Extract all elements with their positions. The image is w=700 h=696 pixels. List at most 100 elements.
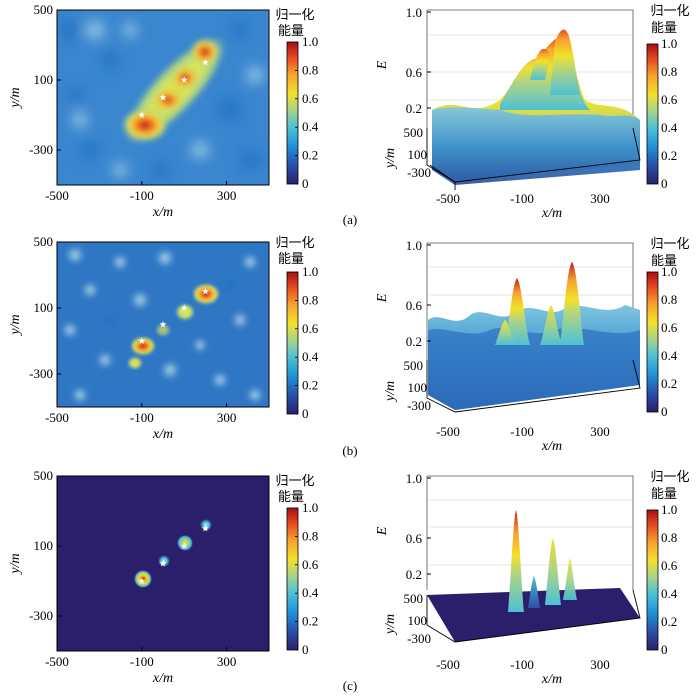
- x-tick-label: -100: [130, 410, 154, 425]
- source-star-marker: [159, 320, 167, 328]
- source-star-marker: [159, 93, 167, 101]
- colorbar: [286, 271, 299, 415]
- colorbar-tick-label: 0.6: [661, 320, 678, 335]
- y3d-tick-label: -300: [407, 165, 431, 180]
- source-star-marker: [159, 559, 167, 567]
- colorbar-title-line2: 能量: [651, 486, 677, 501]
- z-tick-label: 1.0: [406, 471, 422, 486]
- colorbar-tick-label: 0.6: [302, 557, 319, 572]
- z-axis-label: E: [375, 60, 390, 70]
- y3d-axis-label: y/m: [383, 381, 398, 403]
- y3d-tick-label: 500: [404, 125, 424, 140]
- source-star-marker: [201, 287, 209, 295]
- colorbar-tick-label: 1.0: [302, 500, 318, 515]
- x-axis-label: x/m: [152, 205, 173, 220]
- colorbar-tick-label: 0.8: [302, 292, 318, 307]
- x3d-tick-label: -500: [436, 657, 460, 672]
- y-axis-label: y/m: [8, 87, 23, 109]
- axes-layer: -500 -100 300 500 100 -300 x/m y/m -500 -100 300 50…: [8, 2, 610, 687]
- colorbar-title-line1: 归一化: [650, 3, 689, 18]
- y3d-tick-label: 500: [404, 591, 424, 606]
- colorbar-tick-label: 0.8: [302, 528, 318, 543]
- z-tick-label: 0.2: [406, 567, 422, 582]
- x-tick-label: 300: [217, 654, 237, 669]
- y-axis-label: y/m: [8, 553, 23, 575]
- y3d-axis-label: y/m: [383, 148, 398, 170]
- x-tick-label: -100: [130, 654, 154, 669]
- x-tick-label: -500: [45, 188, 69, 203]
- panel-label: (a): [343, 212, 357, 227]
- colorbar: [646, 271, 659, 413]
- z-tick-label: 0.2: [406, 101, 422, 116]
- colorbar-title-line1: 归一化: [650, 469, 689, 484]
- colorbar-tick-label: 0.2: [661, 614, 677, 629]
- panel-c-frame: [56, 475, 270, 652]
- colorbar-title-line2: 能量: [651, 20, 677, 35]
- z-tick-label: 0.6: [406, 65, 423, 80]
- y3d-tick-label: -300: [407, 631, 431, 646]
- colorbar-layer: 归一化能量1.00.80.60.40.20归一化能量1.00.80.60.40.…: [275, 3, 689, 657]
- colorbar-title-line2: 能量: [278, 489, 304, 504]
- y3d-axis-label: y/m: [383, 614, 398, 636]
- y-tick-label: 500: [34, 468, 54, 483]
- y3d-tick-label: 100: [408, 147, 428, 162]
- x3d-axis-label: x/m: [541, 206, 562, 221]
- x-tick-label: 300: [217, 188, 237, 203]
- source-star-marker: [138, 577, 146, 584]
- colorbar-tick-label: 0.8: [661, 64, 677, 79]
- y3d-tick-label: 500: [404, 358, 424, 373]
- panel-c-surface: [426, 475, 641, 643]
- colorbar-tick-label: 0.2: [302, 148, 318, 163]
- y-tick-label: -300: [29, 366, 53, 381]
- colorbar-tick-label: 0: [661, 404, 668, 419]
- source-star-marker: [180, 542, 188, 549]
- colorbar-title-line1: 归一化: [275, 235, 314, 250]
- source-star-marker: [201, 58, 209, 66]
- source-star-marker: [201, 524, 209, 532]
- colorbar-title-line2: 能量: [651, 253, 677, 268]
- z-tick-label: 0.6: [406, 531, 423, 546]
- colorbar-title-line1: 归一化: [275, 7, 314, 22]
- x3d-tick-label: -500: [436, 424, 460, 439]
- colorbar-tick-label: 0.8: [661, 530, 677, 545]
- colorbar-title-line1: 归一化: [275, 473, 314, 488]
- y3d-tick-label: -300: [407, 398, 431, 413]
- colorbar-tick-label: 1.0: [302, 264, 318, 279]
- x3d-axis-label: x/m: [541, 439, 562, 454]
- x3d-tick-label: -500: [436, 191, 460, 206]
- colorbar-tick-label: 1.0: [661, 502, 677, 517]
- source-star-marker: [138, 337, 146, 344]
- y-tick-label: 500: [34, 2, 54, 17]
- colorbar-tick-label: 0.8: [302, 62, 318, 77]
- colorbar-tick-label: 0.4: [661, 586, 678, 601]
- y-tick-label: -300: [29, 142, 53, 157]
- colorbar-tick-label: 0.4: [661, 120, 678, 135]
- colorbar-tick-label: 0.4: [661, 348, 678, 363]
- colorbar-title-line2: 能量: [278, 23, 304, 38]
- colorbar-title-line2: 能量: [278, 251, 304, 266]
- panel-a-heatmap: [57, 10, 269, 185]
- colorbar-tick-label: 1.0: [661, 264, 677, 279]
- x3d-tick-label: -100: [510, 424, 534, 439]
- z-tick-label: 1.0: [406, 5, 422, 20]
- colorbar-tick-label: 0.4: [302, 585, 319, 600]
- y-tick-label: 100: [34, 300, 54, 315]
- x3d-tick-label: 300: [590, 191, 610, 206]
- panel-b-surface: [426, 242, 641, 413]
- colorbar-tick-label: 0.6: [661, 92, 678, 107]
- panel-label: (b): [342, 443, 357, 458]
- x-tick-label: -500: [45, 654, 69, 669]
- colorbar-tick-label: 0: [302, 176, 309, 191]
- panel-b-frame: [56, 241, 270, 408]
- y-axis-label: y/m: [8, 314, 23, 336]
- y3d-tick-label: 100: [408, 613, 428, 628]
- panel-a-surface: [426, 9, 641, 190]
- panel-label: (c): [343, 678, 357, 693]
- source-star-marker: [180, 76, 188, 83]
- source-star-marker: [180, 304, 188, 311]
- y-tick-label: -300: [29, 608, 53, 623]
- y3d-tick-label: 100: [408, 380, 428, 395]
- panel-a-frame: [56, 9, 270, 186]
- x3d-axis-label: x/m: [541, 672, 562, 687]
